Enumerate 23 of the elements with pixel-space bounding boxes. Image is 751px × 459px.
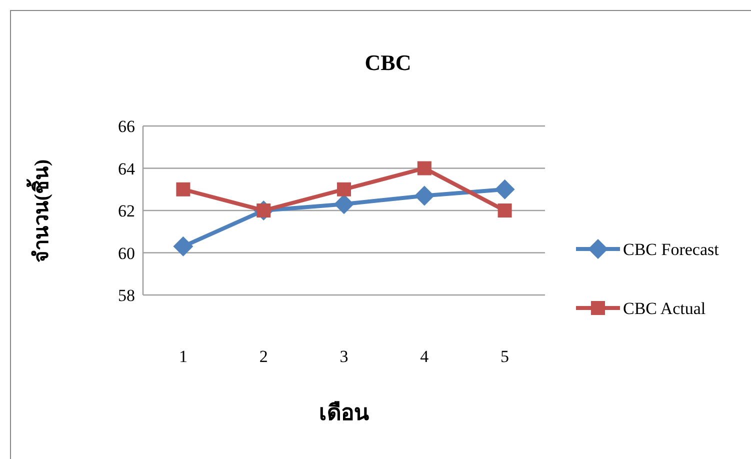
y-tick-label: 60 bbox=[118, 244, 135, 263]
point bbox=[337, 182, 351, 196]
point bbox=[417, 161, 432, 176]
x-tick-label: 2 bbox=[259, 347, 268, 366]
legend-label: CBC Forecast bbox=[623, 240, 720, 259]
point bbox=[494, 179, 515, 200]
point bbox=[498, 204, 512, 218]
chart-title: CBC bbox=[364, 50, 412, 75]
point bbox=[173, 236, 194, 256]
x-tick-label: 1 bbox=[178, 347, 188, 366]
point bbox=[176, 182, 190, 196]
y-tick-label: 66 bbox=[118, 117, 135, 136]
x-tick-label: 4 bbox=[420, 347, 430, 366]
legend-label: CBC Actual bbox=[623, 299, 706, 318]
point bbox=[334, 194, 354, 214]
x-tick-label: 5 bbox=[500, 347, 510, 366]
x-tick-label: 3 bbox=[340, 347, 348, 366]
y-tick-label: 64 bbox=[118, 159, 136, 178]
y-tick-label: 62 bbox=[118, 202, 135, 220]
y-tick-label: 58 bbox=[118, 286, 135, 305]
y-axis-title: จำนวน(ชิ้น) bbox=[26, 159, 53, 263]
x-axis-title: เดือน bbox=[319, 400, 369, 425]
point bbox=[414, 186, 434, 206]
